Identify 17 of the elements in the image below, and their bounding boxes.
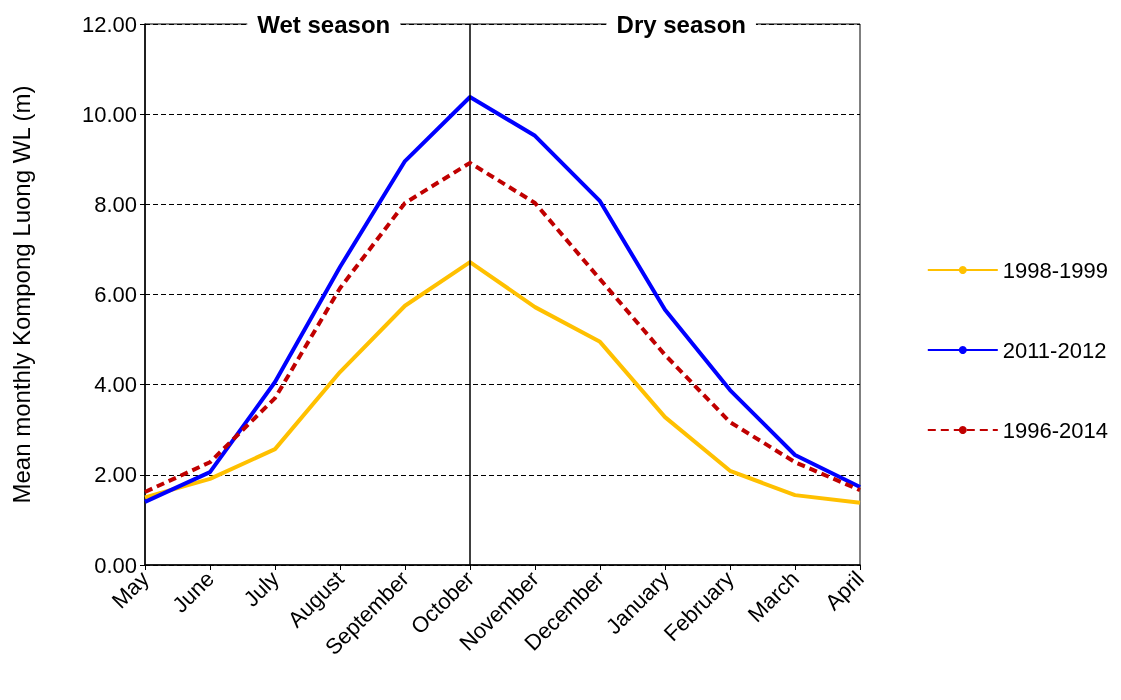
y-tick-label: 12.00	[81, 11, 137, 37]
y-tick-label: 0.00	[94, 552, 137, 578]
y-tick-label: 6.00	[94, 282, 137, 307]
annotation: Wet season	[257, 10, 391, 38]
y-axis-title: Mean monthly Kompong Luong WL (m)	[7, 85, 35, 504]
y-tick-label: 8.00	[94, 191, 137, 217]
line-series	[143, 95, 862, 504]
line-series	[143, 260, 862, 505]
legend-label: 1996-2014	[1002, 417, 1109, 443]
y-tick-label: 2.00	[94, 462, 137, 488]
x-tick-label: July	[238, 566, 284, 612]
y-tick-label: 10.00	[81, 101, 137, 127]
line-series	[143, 160, 862, 494]
annotation: Dry season	[616, 10, 746, 38]
y-tick-label: 4.00	[94, 372, 137, 398]
legend-label: 1998-1999	[1002, 257, 1109, 283]
legend-label: 2011-2012	[1002, 337, 1107, 363]
